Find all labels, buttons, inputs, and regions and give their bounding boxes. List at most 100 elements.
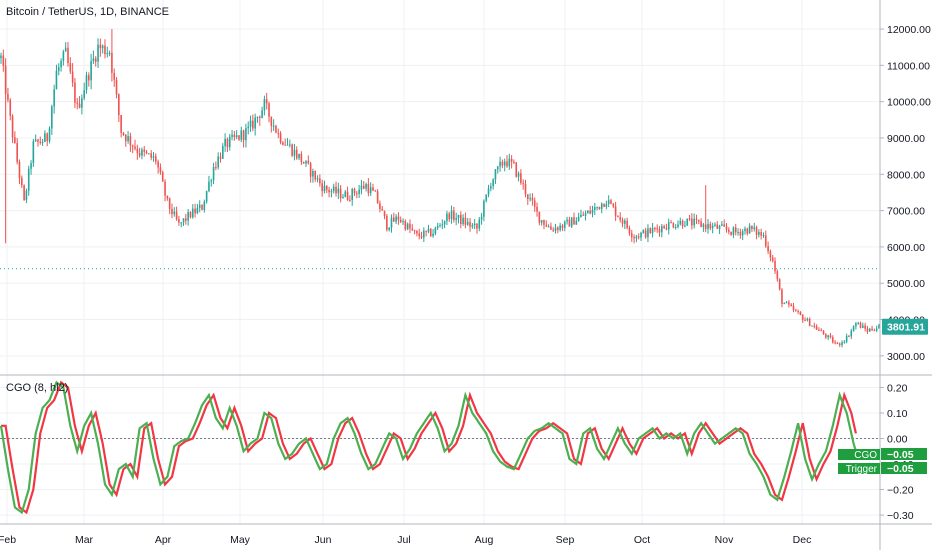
candle-body [87, 75, 90, 81]
gridlines [0, 0, 880, 524]
candle-body [563, 221, 566, 228]
candle-body [14, 137, 16, 143]
candle-body [134, 146, 136, 149]
price-tick-label: 6000.00 [887, 242, 925, 254]
candle-body [446, 213, 448, 222]
candle-body [319, 178, 321, 184]
candle-body [210, 180, 213, 182]
candle-body [148, 153, 150, 155]
candle-body [173, 211, 176, 215]
time-tick-label: Sep [556, 534, 575, 546]
candle-body [469, 221, 471, 227]
ind-tick-label: 0.10 [887, 408, 908, 420]
candle-body [120, 115, 122, 133]
candle-body [580, 214, 582, 218]
candle-body [53, 89, 55, 107]
candle-body [129, 136, 132, 146]
candle-body [674, 227, 677, 229]
candle-body [760, 232, 762, 236]
cgo-name-tag [838, 449, 880, 460]
candle-body [124, 134, 127, 142]
candle-body [175, 211, 178, 220]
candle-body [314, 171, 317, 180]
candle-body [180, 222, 183, 224]
candle-body [815, 326, 818, 330]
candle-body [767, 246, 769, 252]
candle-body [820, 330, 823, 332]
time-tick-label: Jul [397, 534, 410, 546]
candle-body [818, 329, 820, 331]
ind-tick-label: −0.30 [887, 510, 914, 522]
time-tick-label: Oct [634, 534, 650, 546]
candle-body [464, 217, 467, 225]
candle-body [81, 98, 83, 108]
candle-body [462, 217, 464, 224]
time-tick-label: May [230, 534, 251, 546]
candle-body [792, 306, 795, 311]
candle-body [349, 199, 351, 201]
candle-body [416, 230, 418, 234]
candle-body [536, 206, 538, 212]
candle-body [741, 231, 744, 236]
candle-body [302, 162, 305, 164]
candle-body [822, 330, 825, 335]
candle-body [619, 217, 622, 220]
candle-body [256, 116, 259, 118]
candle-body [478, 219, 481, 229]
candle-body [392, 217, 395, 222]
candle-body [473, 223, 476, 226]
candle-body [425, 230, 427, 232]
candle-body [589, 210, 591, 214]
candle-body [721, 224, 723, 226]
candle-body [298, 153, 300, 159]
candle-body [637, 236, 640, 238]
candle-body [185, 218, 187, 221]
candle-body [492, 179, 494, 187]
ind-tick-label: 0.00 [887, 434, 908, 446]
candle-body [677, 224, 679, 228]
candle-body [196, 207, 199, 214]
candle-body [7, 93, 9, 100]
candle-body [508, 158, 511, 167]
candle-body [755, 227, 758, 235]
candle-body [871, 328, 873, 331]
candle-body [344, 191, 347, 197]
candle-body [374, 190, 377, 192]
candle-body [411, 228, 414, 231]
candle-body [801, 314, 804, 321]
candle-body [718, 225, 721, 229]
candle-body [432, 233, 434, 236]
candle-body [37, 139, 39, 142]
candle-body [811, 325, 813, 327]
candle-body [499, 161, 501, 167]
candle-body [330, 191, 333, 193]
candle-body [388, 227, 390, 230]
candle-body [212, 167, 215, 181]
candle-body [725, 226, 728, 230]
candle-body [34, 139, 37, 142]
candle-body [503, 161, 506, 166]
candle-body [859, 322, 862, 328]
candle-body [0, 55, 2, 59]
candle-body [69, 63, 72, 72]
candle-body [443, 221, 446, 225]
candle-body [321, 183, 323, 192]
candle-body [252, 120, 254, 129]
candle-body [64, 47, 67, 52]
candle-body [205, 191, 208, 202]
candle-body [309, 163, 312, 177]
candle-body [145, 151, 148, 154]
candle-body [4, 65, 7, 94]
candle-body [621, 219, 624, 224]
candle-body [457, 214, 460, 219]
candle-body [427, 228, 430, 232]
candle-body [138, 152, 141, 156]
candle-body [390, 217, 393, 228]
price-candles [0, 29, 880, 348]
candle-body [62, 51, 65, 61]
candle-body [429, 228, 432, 236]
candle-body [136, 148, 139, 153]
candle-body [582, 214, 585, 216]
candle-body [201, 205, 203, 210]
